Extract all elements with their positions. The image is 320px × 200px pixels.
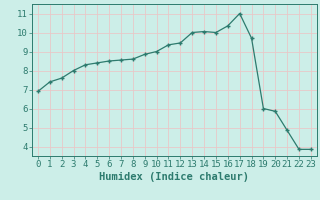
X-axis label: Humidex (Indice chaleur): Humidex (Indice chaleur) bbox=[100, 172, 249, 182]
